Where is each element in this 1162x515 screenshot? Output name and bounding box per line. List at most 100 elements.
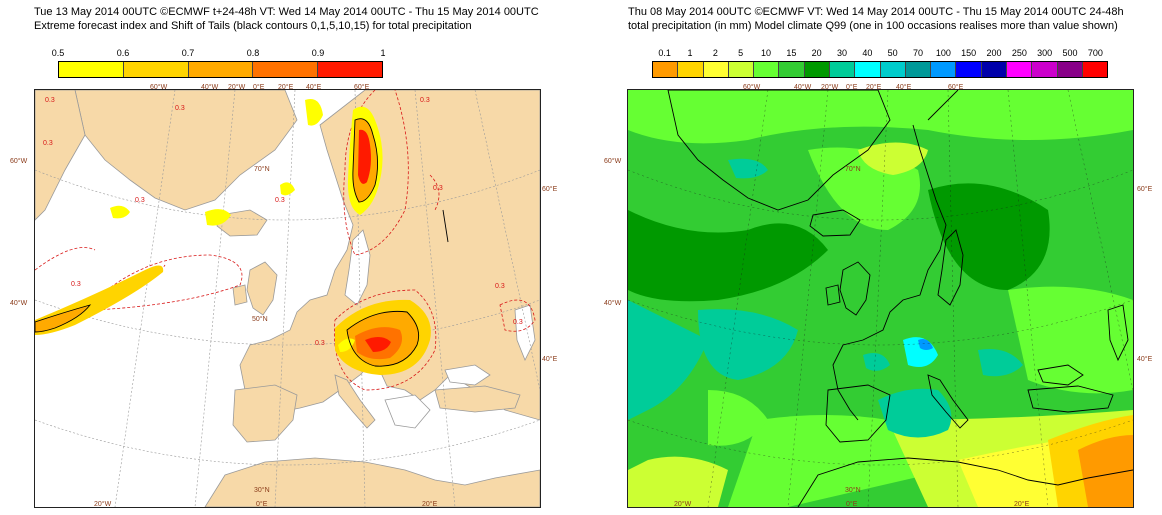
efi-cb-label: 0.8 bbox=[246, 48, 260, 58]
inner-lat-label: 70°N bbox=[254, 166, 270, 173]
colorbar-swatch bbox=[931, 62, 957, 77]
climate-cb-label: 1 bbox=[687, 48, 693, 58]
efi-cb-label: 0.7 bbox=[181, 48, 195, 58]
lat-label: 40°E bbox=[1137, 356, 1153, 363]
inner-lat-label: 70°N bbox=[845, 166, 861, 173]
colorbar-swatch bbox=[678, 62, 704, 77]
lon-label: 60°W bbox=[150, 84, 168, 91]
climate-cb-label: 250 bbox=[1011, 48, 1027, 58]
climate-cb-label: 70 bbox=[912, 48, 924, 58]
climate-cb-label: 200 bbox=[986, 48, 1002, 58]
lat-label: 40°E bbox=[542, 356, 558, 363]
contour-label: 0.3 bbox=[45, 97, 55, 104]
climate-panel: Thu 08 May 2014 00UTC ©ECMWF VT: Wed 14 … bbox=[600, 0, 1162, 515]
lon-label: 0°E bbox=[256, 501, 268, 508]
climate-cb-label: 40 bbox=[862, 48, 873, 58]
colorbar-swatch bbox=[1082, 62, 1108, 77]
colorbar-swatch bbox=[188, 62, 254, 77]
climate-cb-label: 700 bbox=[1087, 48, 1103, 58]
colorbar-swatch bbox=[253, 62, 319, 77]
lat-label: 40°W bbox=[10, 300, 28, 307]
lon-label: 20°E bbox=[1014, 501, 1030, 508]
climate-map bbox=[627, 89, 1134, 508]
lon-label: 40°W bbox=[794, 84, 812, 91]
colorbar-swatch bbox=[1057, 62, 1083, 77]
climate-cb-label: 30 bbox=[836, 48, 848, 58]
lon-label: 0°E bbox=[846, 84, 858, 91]
contour-label: 0.3 bbox=[175, 105, 185, 112]
colorbar-swatch bbox=[829, 62, 856, 77]
lon-label: 60°E bbox=[354, 84, 370, 91]
contour-label: 0.3 bbox=[43, 140, 53, 147]
colorbar-swatch bbox=[956, 62, 982, 77]
colorbar-swatch bbox=[1006, 62, 1033, 77]
contour-label: 0.3 bbox=[315, 340, 325, 347]
climate-cb-label: 15 bbox=[786, 48, 797, 58]
lon-label: 40°E bbox=[896, 84, 912, 91]
climate-cb-label: 20 bbox=[811, 48, 822, 58]
lon-label: 20°E bbox=[278, 84, 294, 91]
climate-cb-label: 100 bbox=[935, 48, 951, 58]
climate-cb-label: 500 bbox=[1062, 48, 1078, 58]
colorbar-swatch bbox=[754, 62, 780, 77]
lon-label: 60°W bbox=[743, 84, 761, 91]
colorbar-swatch bbox=[318, 62, 382, 77]
colorbar-swatch bbox=[703, 62, 729, 77]
efi-colorbar bbox=[58, 61, 383, 78]
colorbar-swatch bbox=[905, 62, 932, 77]
inner-lat-label: 30°N bbox=[845, 487, 861, 494]
efi-panel: Tue 13 May 2014 00UTC ©ECMWF t+24-48h VT… bbox=[0, 0, 560, 515]
colorbar-swatch bbox=[804, 62, 830, 77]
climate-cb-label: 150 bbox=[961, 48, 977, 58]
lon-label: 20°E bbox=[422, 501, 438, 508]
efi-title-line2: Extreme forecast index and Shift of Tail… bbox=[34, 20, 472, 32]
climate-cb-label: 50 bbox=[887, 48, 898, 58]
colorbar-swatch bbox=[779, 62, 805, 77]
efi-cb-label: 0.5 bbox=[51, 48, 65, 58]
lon-label: 0°E bbox=[253, 84, 265, 91]
colorbar-swatch bbox=[880, 62, 906, 77]
colorbar-swatch bbox=[59, 62, 124, 77]
lat-label: 40°W bbox=[604, 300, 622, 307]
lat-label: 60°E bbox=[1137, 186, 1153, 193]
inner-lat-label: 50°N bbox=[252, 316, 268, 323]
climate-cb-label: 300 bbox=[1037, 48, 1053, 58]
climate-cb-label: 5 bbox=[738, 48, 744, 58]
inner-lat-label: 30°N bbox=[254, 487, 270, 494]
climate-cb-label: 0.1 bbox=[658, 48, 671, 58]
climate-cb-label: 2 bbox=[712, 48, 718, 58]
efi-map: 0.3 0.3 0.3 0.3 0.3 0.3 0.3 0.3 0.3 0.3 … bbox=[34, 89, 541, 508]
colorbar-swatch bbox=[123, 62, 189, 77]
efi-cb-label: 0.9 bbox=[311, 48, 325, 58]
contour-label: 0.3 bbox=[495, 283, 505, 290]
colorbar-swatch bbox=[855, 62, 881, 77]
lat-label: 60°E bbox=[542, 186, 558, 193]
lat-label: 60°W bbox=[604, 158, 622, 165]
lon-label: 60°E bbox=[948, 84, 964, 91]
efi-title-line1: Tue 13 May 2014 00UTC ©ECMWF t+24-48h VT… bbox=[34, 6, 539, 18]
efi-colorbar-labels: 0.5 0.6 0.7 0.8 0.9 1 bbox=[52, 48, 386, 58]
efi-cb-label: 0.6 bbox=[116, 48, 130, 58]
lon-label: 0°E bbox=[846, 501, 858, 508]
colorbar-swatch bbox=[981, 62, 1007, 77]
colorbar-swatch bbox=[1032, 62, 1058, 77]
climate-colorbar-labels: 0.1 1 2 5 10 15 20 30 40 50 70 100 150 200 250 300 500 70… bbox=[652, 48, 1108, 58]
climate-cb-label: 10 bbox=[760, 48, 772, 58]
contour-label: 0.3 bbox=[433, 185, 443, 192]
contour-label: 0.3 bbox=[420, 97, 430, 104]
contour-label: 0.3 bbox=[135, 197, 145, 204]
climate-title-line1: Thu 08 May 2014 00UTC ©ECMWF VT: Wed 14 … bbox=[628, 6, 1124, 18]
climate-colorbar bbox=[652, 61, 1108, 78]
lon-label: 20°W bbox=[674, 501, 692, 508]
lon-label: 40°W bbox=[201, 84, 219, 91]
lon-label: 20°W bbox=[228, 84, 246, 91]
lon-label: 40°E bbox=[306, 84, 322, 91]
contour-label: 0.3 bbox=[71, 281, 81, 288]
lon-label: 20°W bbox=[821, 84, 839, 91]
climate-title-line2: total precipitation (in mm) Model climat… bbox=[628, 20, 1118, 32]
efi-cb-label: 1 bbox=[380, 48, 386, 58]
lon-label: 20°E bbox=[866, 84, 882, 91]
lon-label: 20°W bbox=[94, 501, 112, 508]
colorbar-swatch bbox=[653, 62, 679, 77]
contour-label: 0.3 bbox=[513, 319, 523, 326]
